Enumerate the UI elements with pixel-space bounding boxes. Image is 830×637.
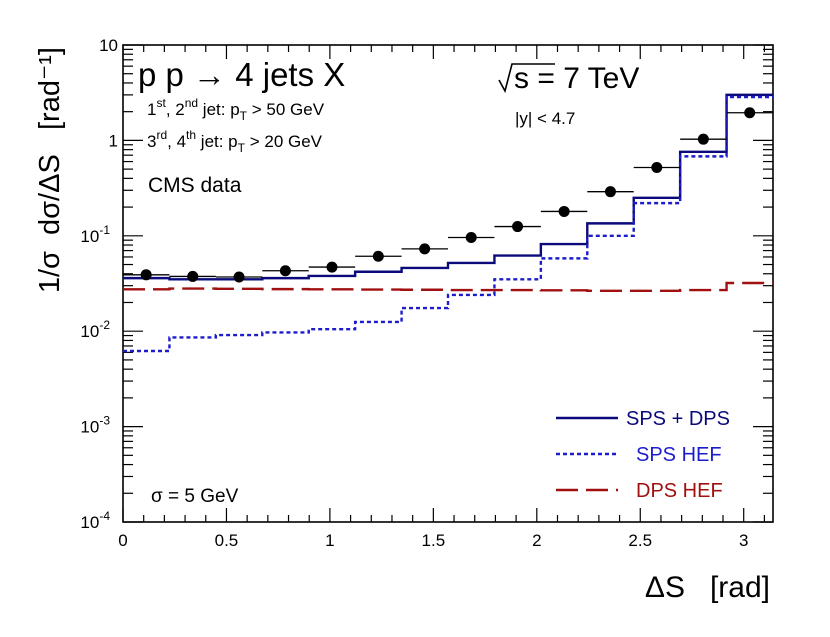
y-tick-label: 1 [109,131,118,150]
data-point [651,161,663,173]
data-point [140,269,152,281]
x-axis-ticks: 0 0.5 1 1.5 2 2.5 3 [118,45,765,550]
cut1-sup-a: st [156,96,166,110]
data-point [326,261,338,273]
y-tick-label-base: 10 [80,418,99,437]
y-axis-title: 1/σ dσ/ΔS [rad⁻¹] [34,47,66,293]
y-tick-label-exp: -3 [99,414,110,428]
data-point [604,186,616,198]
x-tick-label: 3 [739,531,748,550]
cut2-part-d: > 20 GeV [245,132,323,151]
x-tick-label: 0.5 [215,531,239,550]
y-tick-label-exp: -1 [99,223,110,237]
data-point [187,270,199,282]
cut2-sub-c: T [238,141,246,155]
legend-label-sps-hef: SPS HEF [636,444,722,466]
cut2-sup-b: th [186,128,196,142]
y-tick-label-base: 10 [80,227,99,246]
sigma-label: σ = 5 GeV [151,486,239,507]
rapidity-cut-label: |y| < 4.7 [515,109,575,128]
y-tick-label: 10-3 [80,414,110,437]
y-tick-label: 10-1 [80,223,110,246]
cut1-part-b: , 2 [166,100,185,119]
series-line-dps-hef [123,281,774,293]
y-tick-label-exp: -4 [99,509,110,523]
sqrt-s-label: s = 7 TeV [498,62,639,95]
data-point [512,221,524,233]
data-point [744,107,756,119]
legend-label-sps-dps: SPS + DPS [626,408,730,430]
data-point [419,243,431,255]
series-line-sps-hef [123,95,774,353]
x-tick-label: 0 [118,531,127,550]
x-tick-label: 1 [325,531,334,550]
cut1-part-a: 1 [147,100,156,119]
jet-cut-2-label: 3rd, 4th jet: pT > 20 GeV [147,128,323,155]
y-tick-label: 10-2 [80,318,110,341]
data-point [279,265,291,277]
cut2-part-b: , 4 [167,132,186,151]
y-tick-label-base: 10 [80,322,99,341]
data-points-layer [123,107,774,283]
x-tick-label: 1.5 [422,531,446,550]
cut1-part-c: jet: p [198,100,240,119]
cut2-sup-a: rd [156,128,167,142]
y-tick-label-exp: -2 [99,318,110,332]
cms-data-label: CMS data [148,174,242,197]
data-point [697,133,709,145]
data-point [372,250,384,262]
y-tick-label: 10 [99,36,118,55]
legend-label-dps-hef: DPS HEF [636,480,723,502]
cut1-sup-b: nd [185,96,198,110]
legend: SPS + DPS SPS HEF DPS HEF [556,408,730,502]
sqrt-s-text: s = 7 TeV [514,62,639,95]
data-point [233,271,245,283]
cut2-part-a: 3 [147,132,156,151]
chart-title: p p → 4 jets X [138,56,345,93]
x-tick-label: 2 [532,531,541,550]
cut1-sub-c: T [240,109,248,123]
data-point [465,231,477,243]
cut1-part-d: > 50 GeV [247,100,325,119]
cut2-part-c: jet: p [196,132,238,151]
series-line-sps-dps [123,93,774,281]
x-tick-label: 2.5 [628,531,652,550]
jet-cut-1-label: 1st, 2nd jet: pT > 50 GeV [147,96,325,123]
series-layer [123,93,774,353]
y-tick-label: 10-4 [80,509,110,532]
x-axis-title: ΔS [rad] [645,571,770,604]
y-tick-label-base: 10 [80,513,99,532]
sqrt-symbol-icon [498,63,555,94]
data-point [558,205,570,217]
